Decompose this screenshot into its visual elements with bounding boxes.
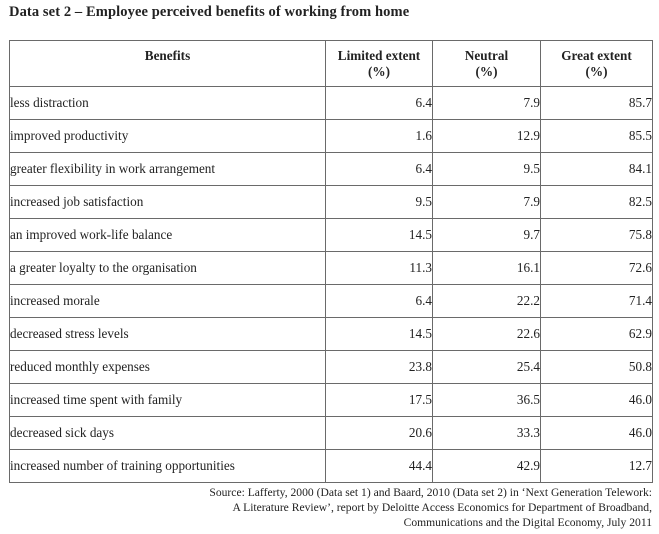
table-row: decreased sick days 20.6 33.3 46.0 [9, 416, 653, 450]
page-title: Data set 2 – Employee perceived benefits… [9, 4, 410, 20]
table-row: increased morale 6.4 22.2 71.4 [9, 284, 653, 318]
cell-limited-extent: 17.5 [325, 383, 433, 417]
cell-benefit: decreased stress levels [9, 317, 326, 351]
table-row: increased job satisfaction 9.5 7.9 82.5 [9, 185, 653, 219]
cell-limited-extent: 11.3 [325, 251, 433, 285]
cell-limited-extent: 9.5 [325, 185, 433, 219]
cell-limited-extent: 1.6 [325, 119, 433, 153]
cell-benefit: increased morale [9, 284, 326, 318]
cell-benefit: reduced monthly expenses [9, 350, 326, 384]
cell-limited-extent: 44.4 [325, 449, 433, 483]
cell-limited-extent: 23.8 [325, 350, 433, 384]
cell-benefit: decreased sick days [9, 416, 326, 450]
header-benefits: Benefits [9, 40, 326, 87]
cell-neutral: 7.9 [432, 185, 541, 219]
table-row: greater flexibility in work arrangement 6… [9, 152, 653, 186]
table-row: increased number of training opportuniti… [9, 449, 653, 483]
header-great-extent: Great extent (%) [540, 40, 653, 87]
cell-neutral: 22.6 [432, 317, 541, 351]
cell-benefit: increased job satisfaction [9, 185, 326, 219]
table-row: improved productivity 1.6 12.9 85.5 [9, 119, 653, 153]
benefits-table: Benefits Limited extent (%) Neutral (%) Gr… [9, 40, 653, 483]
cell-benefit: increased time spent with family [9, 383, 326, 417]
table-row: an improved work-life balance 14.5 9.7 75.8 [9, 218, 653, 252]
source-line: A Literature Review’, report by Deloitte… [232, 501, 653, 514]
cell-limited-extent: 6.4 [325, 284, 433, 318]
cell-great-extent: 62.9 [540, 317, 653, 351]
header-limited-extent: Limited extent (%) [325, 40, 433, 87]
table-row: less distraction 6.4 7.9 85.7 [9, 86, 653, 120]
cell-limited-extent: 6.4 [325, 152, 433, 186]
source-note: Source: Lafferty, 2000 (Data set 1) and … [209, 485, 652, 530]
cell-neutral: 9.5 [432, 152, 541, 186]
cell-limited-extent: 20.6 [325, 416, 433, 450]
table-row: increased time spent with family 17.5 36.5… [9, 383, 653, 417]
cell-great-extent: 84.1 [540, 152, 653, 186]
cell-benefit: increased number of training opportuniti… [9, 449, 326, 483]
cell-neutral: 25.4 [432, 350, 541, 384]
cell-neutral: 33.3 [432, 416, 541, 450]
cell-great-extent: 46.0 [540, 416, 653, 450]
cell-great-extent: 85.5 [540, 119, 653, 153]
cell-great-extent: 82.5 [540, 185, 653, 219]
source-line: Communications and the Digital Economy, … [403, 516, 652, 529]
cell-great-extent: 75.8 [540, 218, 653, 252]
table-row: a greater loyalty to the organisation 11.… [9, 251, 653, 285]
cell-neutral: 9.7 [432, 218, 541, 252]
cell-benefit: improved productivity [9, 119, 326, 153]
cell-limited-extent: 14.5 [325, 218, 433, 252]
cell-neutral: 22.2 [432, 284, 541, 318]
cell-limited-extent: 14.5 [325, 317, 433, 351]
cell-benefit: an improved work-life balance [9, 218, 326, 252]
cell-benefit: a greater loyalty to the organisation [9, 251, 326, 285]
table-row: decreased stress levels 14.5 22.6 62.9 [9, 317, 653, 351]
cell-neutral: 36.5 [432, 383, 541, 417]
cell-great-extent: 85.7 [540, 86, 653, 120]
table-row: reduced monthly expenses 23.8 25.4 50.8 [9, 350, 653, 384]
cell-neutral: 12.9 [432, 119, 541, 153]
cell-neutral: 7.9 [432, 86, 541, 120]
table-header-row: Benefits Limited extent (%) Neutral (%) Gr… [9, 40, 653, 87]
table-body: less distraction 6.4 7.9 85.7 improved produ… [9, 86, 653, 483]
cell-great-extent: 12.7 [540, 449, 653, 483]
cell-limited-extent: 6.4 [325, 86, 433, 120]
cell-neutral: 42.9 [432, 449, 541, 483]
cell-benefit: greater flexibility in work arrangement [9, 152, 326, 186]
cell-great-extent: 46.0 [540, 383, 653, 417]
source-line: Source: Lafferty, 2000 (Data set 1) and … [209, 486, 652, 499]
cell-great-extent: 71.4 [540, 284, 653, 318]
cell-great-extent: 72.6 [540, 251, 653, 285]
cell-great-extent: 50.8 [540, 350, 653, 384]
cell-neutral: 16.1 [432, 251, 541, 285]
cell-benefit: less distraction [9, 86, 326, 120]
header-neutral: Neutral (%) [432, 40, 541, 87]
